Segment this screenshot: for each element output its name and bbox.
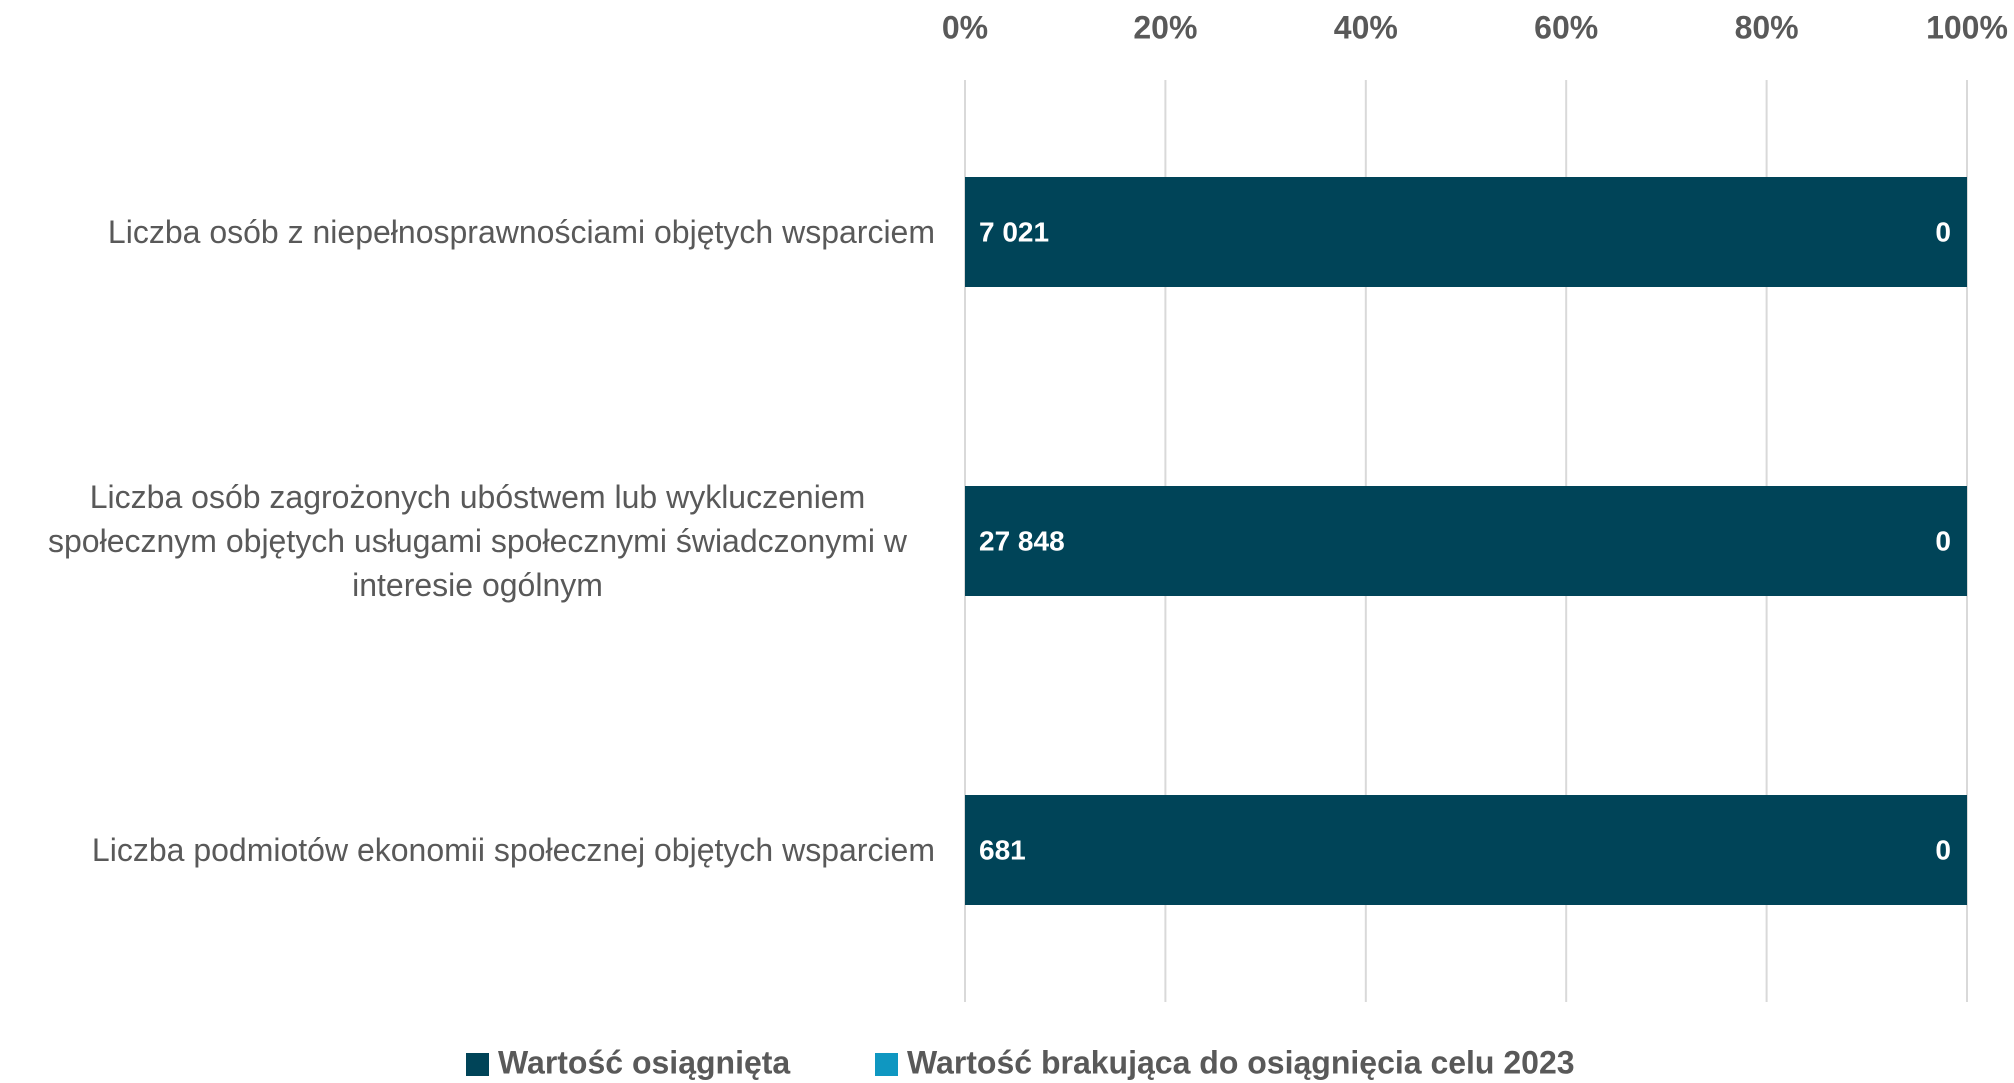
legend-swatch bbox=[466, 1053, 489, 1076]
data-label: 681 bbox=[979, 834, 1026, 865]
legend-label: Wartość brakująca do osiągnięcia celu 20… bbox=[907, 1044, 1575, 1080]
data-label: 7 021 bbox=[979, 216, 1049, 247]
data-label: 0 bbox=[1935, 216, 1951, 247]
data-label: 27 848 bbox=[979, 525, 1065, 556]
bar-segment bbox=[965, 486, 1967, 596]
x-tick-label: 20% bbox=[1133, 9, 1197, 45]
bar-segment bbox=[965, 795, 1967, 905]
legend-swatch bbox=[875, 1053, 898, 1076]
bar-segment bbox=[965, 177, 1967, 287]
x-tick-label: 100% bbox=[1926, 9, 2008, 45]
category-label-box: Liczba osób zagrożonych ubóstwem lub wyk… bbox=[0, 461, 935, 621]
legend-label: Wartość osiągnięta bbox=[498, 1044, 790, 1080]
y-tick-label: Liczba osób zagrożonych ubóstwem lub wyk… bbox=[48, 479, 907, 603]
data-label: 0 bbox=[1935, 834, 1951, 865]
x-tick-label: 60% bbox=[1534, 9, 1598, 45]
category-label-box: Liczba podmiotów ekonomii społecznej obj… bbox=[0, 770, 935, 930]
x-tick-label: 80% bbox=[1735, 9, 1799, 45]
data-label: 0 bbox=[1935, 525, 1951, 556]
y-tick-label: Liczba osób z niepełnosprawnościami obję… bbox=[107, 214, 935, 250]
y-tick-label: Liczba podmiotów ekonomii społecznej obj… bbox=[91, 832, 935, 868]
x-tick-label: 40% bbox=[1334, 9, 1398, 45]
category-label-box: Liczba osób z niepełnosprawnościami obję… bbox=[0, 152, 935, 312]
x-tick-label: 0% bbox=[942, 9, 988, 45]
